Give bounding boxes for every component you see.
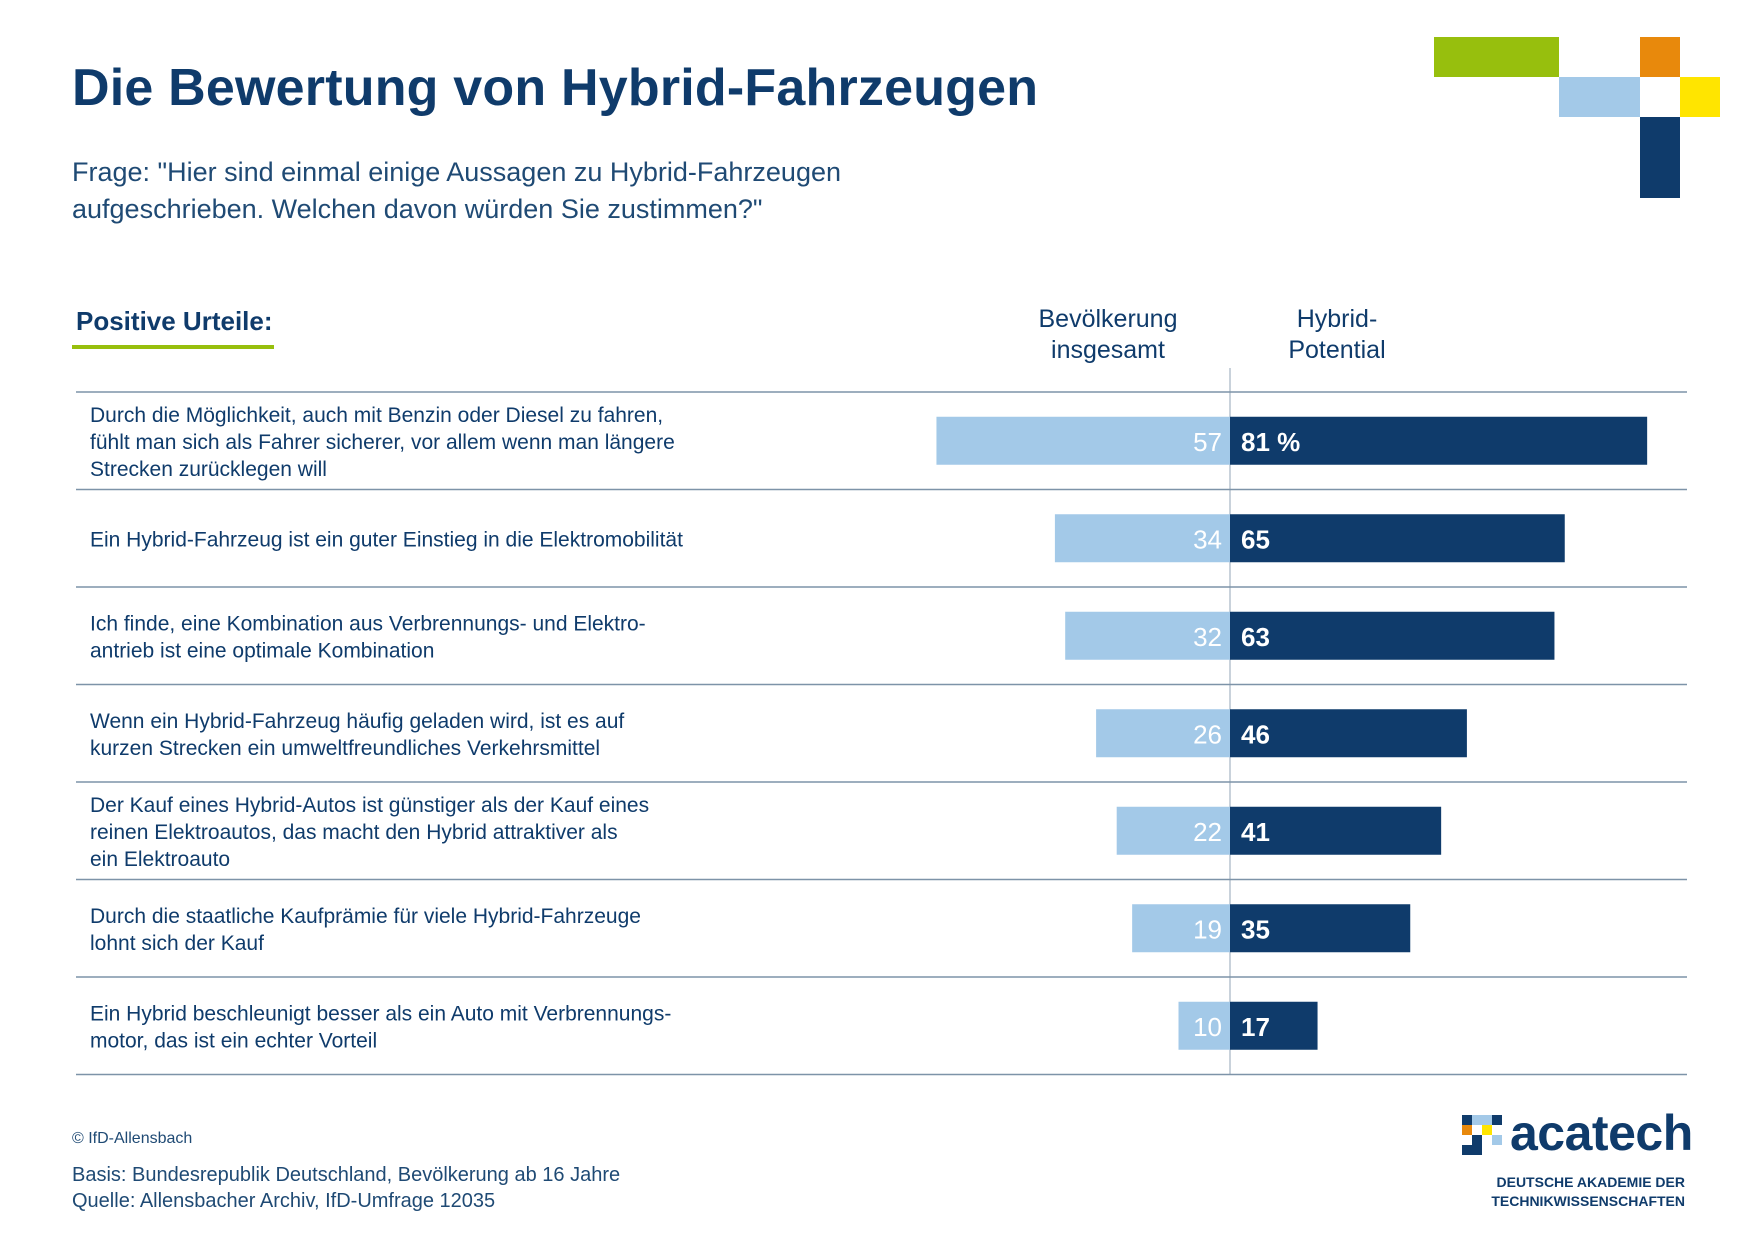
source-note: Basis: Bundesrepublik Deutschland, Bevöl… bbox=[72, 1164, 621, 1212]
bar-population bbox=[1178, 1001, 1230, 1050]
deco-square-green bbox=[1434, 37, 1559, 77]
bar-hybrid-potential bbox=[1230, 611, 1555, 660]
bar-value-population: 10 bbox=[1193, 1012, 1222, 1042]
bar-population bbox=[936, 416, 1230, 465]
bar-value-hybrid-potential: 41 bbox=[1241, 817, 1270, 847]
bar-value-hybrid-potential: 46 bbox=[1241, 719, 1270, 749]
bar-value-hybrid-potential: 35 bbox=[1241, 914, 1270, 944]
column-header-hybrid-potential: Hybrid- Potential bbox=[1288, 305, 1386, 364]
section-label: Positive Urteile: bbox=[76, 306, 273, 336]
bar-value-population: 57 bbox=[1193, 427, 1222, 457]
page-title: Die Bewertung von Hybrid-Fahrzeugen bbox=[72, 59, 1039, 117]
bar-hybrid-potential bbox=[1230, 514, 1565, 563]
bar-value-population: 19 bbox=[1193, 914, 1222, 944]
statement-label: Durch die Möglichkeit, auch mit Benzin o… bbox=[90, 404, 675, 481]
deco-square-yellow bbox=[1680, 77, 1720, 117]
bar-value-hybrid-potential: 65 bbox=[1241, 524, 1270, 554]
bar-population bbox=[1065, 611, 1230, 660]
bar-population bbox=[1096, 709, 1230, 758]
column-header-population: Bevölkerung insgesamt bbox=[1038, 305, 1178, 364]
survey-question: Frage: "Hier sind einmal einige Aussagen… bbox=[72, 157, 841, 224]
deco-square-lightblue bbox=[1559, 77, 1640, 117]
bar-population bbox=[1054, 514, 1230, 563]
deco-square-orange bbox=[1640, 37, 1680, 77]
bar-value-hybrid-potential: 17 bbox=[1241, 1012, 1270, 1042]
bar-value-population: 34 bbox=[1193, 524, 1222, 554]
bar-value-population: 26 bbox=[1193, 719, 1222, 749]
statement-label: Ein Hybrid beschleunigt besser als ein A… bbox=[90, 1002, 671, 1052]
acatech-logo: acatech bbox=[1510, 1105, 1693, 1161]
bar-value-hybrid-potential: 81 % bbox=[1241, 427, 1300, 457]
section-underline bbox=[72, 345, 274, 349]
bar-hybrid-potential bbox=[1230, 709, 1467, 758]
bar-hybrid-potential bbox=[1230, 1001, 1318, 1050]
statement-label: Ein Hybrid-Fahrzeug ist ein guter Einsti… bbox=[90, 528, 683, 551]
bar-hybrid-potential bbox=[1230, 416, 1648, 465]
copyright-note: © IfD-Allensbach bbox=[72, 1130, 193, 1147]
bar-population bbox=[1132, 904, 1230, 953]
statement-label: Der Kauf eines Hybrid-Autos ist günstige… bbox=[90, 794, 649, 871]
bar-value-population: 32 bbox=[1193, 622, 1222, 652]
deco-square-darkblue bbox=[1640, 117, 1680, 198]
bar-population bbox=[1116, 806, 1230, 855]
statement-label: Wenn ein Hybrid-Fahrzeug häufig geladen … bbox=[90, 710, 624, 760]
statement-label: Ich finde, eine Kombination aus Verbrenn… bbox=[90, 612, 646, 662]
bar-hybrid-potential bbox=[1230, 806, 1442, 855]
bar-hybrid-potential bbox=[1230, 904, 1411, 953]
acatech-logo-icon bbox=[1462, 1115, 1502, 1155]
bar-value-population: 22 bbox=[1193, 817, 1222, 847]
bar-value-hybrid-potential: 63 bbox=[1241, 622, 1270, 652]
acatech-subtitle: DEUTSCHE AKADEMIE DER TECHNIKWISSENSCHAF… bbox=[1491, 1174, 1685, 1209]
statement-label: Durch die staatliche Kaufprämie für viel… bbox=[90, 905, 641, 955]
